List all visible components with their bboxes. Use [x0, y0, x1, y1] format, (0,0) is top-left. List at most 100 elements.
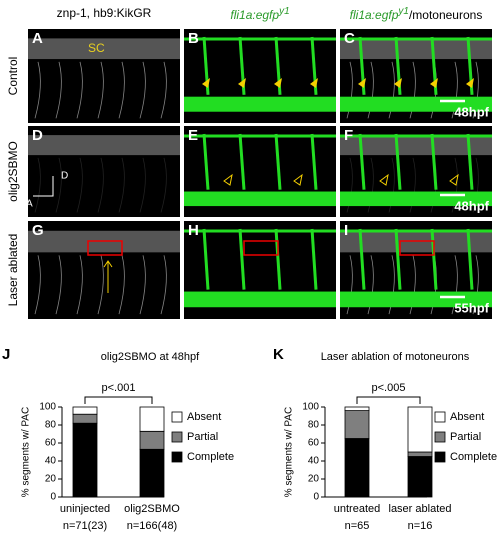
y-tick-label: 20	[308, 474, 320, 485]
vessel	[202, 228, 210, 290]
axon	[160, 157, 167, 213]
spinal-cord	[28, 135, 180, 156]
vessel	[430, 133, 438, 190]
x-tick-label: uninjected	[60, 503, 110, 515]
axial-vessel	[184, 191, 336, 207]
bar-segment	[72, 406, 98, 415]
column-header: fli1a:egfpy1	[184, 6, 336, 22]
row-label: Laser ablated	[6, 234, 20, 307]
panel-letter: C	[344, 30, 355, 47]
axon	[409, 61, 416, 119]
axon	[118, 61, 125, 119]
axis-arrow	[33, 176, 54, 197]
n-label: n=166(48)	[127, 520, 177, 532]
micrograph	[28, 126, 180, 217]
header-sup: y1	[279, 6, 290, 17]
y-tick-label: 80	[308, 420, 320, 431]
vessel	[238, 228, 246, 290]
legend-label: Absent	[450, 411, 484, 423]
y-axis-label: % segments w/ PAC	[284, 407, 295, 497]
axon	[34, 157, 41, 213]
x-tick-label: laser ablated	[389, 503, 452, 515]
time-stamp: 48hpf	[454, 198, 489, 213]
legend-label: Complete	[187, 451, 234, 463]
panel-letter: B	[188, 30, 199, 47]
axon	[388, 255, 395, 315]
y-tick-label: 80	[45, 420, 57, 431]
axon	[139, 157, 146, 213]
vessel	[238, 36, 246, 95]
axial-vessel	[184, 96, 336, 112]
panel-letter: K	[273, 346, 284, 363]
arrow	[103, 260, 113, 293]
n-label: n=65	[345, 520, 370, 532]
vessel	[274, 228, 282, 290]
axon	[76, 61, 83, 119]
axial-vessel	[340, 96, 492, 112]
legend-label: Complete	[450, 451, 497, 463]
arrowhead	[274, 78, 282, 88]
axon	[346, 157, 353, 213]
axon	[160, 61, 167, 119]
header-text: znp-1, hb9:KikGR	[56, 6, 152, 20]
micrograph	[184, 126, 336, 217]
y-tick-label: 40	[45, 456, 57, 467]
n-label: n=16	[408, 520, 433, 532]
significance-bracket	[84, 396, 153, 404]
axon	[367, 61, 374, 119]
axial-vessel	[184, 291, 336, 308]
y-tick-label: 40	[308, 456, 320, 467]
bar-segment	[72, 413, 98, 424]
vessel	[358, 133, 366, 190]
axon	[97, 157, 104, 213]
axon	[472, 157, 479, 213]
arrowhead	[310, 78, 318, 88]
spinal-cord	[340, 135, 492, 156]
axon	[367, 255, 374, 315]
bar-segment	[72, 422, 98, 498]
vessel	[310, 133, 318, 190]
spinal-cord	[28, 38, 180, 60]
axon	[409, 157, 416, 213]
axial-vessel	[340, 291, 492, 308]
arrowhead	[394, 78, 402, 88]
legend-label: Partial	[450, 431, 481, 443]
arrowhead	[202, 78, 210, 88]
panel-letter: G	[32, 222, 44, 239]
axon	[55, 157, 62, 213]
legend-swatch	[434, 451, 446, 463]
p-value: p<.001	[102, 382, 136, 394]
axon	[367, 157, 374, 213]
arrowhead	[293, 173, 303, 186]
axon	[97, 255, 104, 315]
axon	[160, 255, 167, 315]
axon	[409, 255, 416, 315]
micrograph	[340, 126, 492, 217]
axon	[430, 255, 437, 315]
chart-title: olig2SBMO at 48hpf	[101, 351, 200, 363]
y-tick-label: 0	[313, 492, 319, 503]
column-header: znp-1, hb9:KikGR	[28, 6, 180, 20]
axon	[55, 61, 62, 119]
vessel	[202, 133, 210, 190]
panel-letter: E	[188, 127, 198, 144]
panel-letter: F	[344, 127, 353, 144]
bar-segment	[407, 406, 433, 453]
micrograph	[28, 221, 180, 319]
vessel	[466, 36, 474, 95]
y-axis-label: % segments w/ PAC	[21, 407, 32, 497]
header-suffix: /motoneurons	[408, 8, 483, 22]
header-sup: y1	[398, 6, 409, 17]
legend-swatch	[434, 431, 446, 443]
y-tick-label: 100	[302, 402, 319, 413]
axon	[430, 157, 437, 213]
axon	[472, 61, 479, 119]
panel-letter: A	[32, 30, 43, 47]
axon	[346, 255, 353, 315]
arrowhead	[449, 173, 459, 186]
x-tick-label: olig2SBMO	[124, 503, 180, 515]
spinal-cord	[340, 38, 492, 60]
legend-swatch	[171, 431, 183, 443]
axon	[139, 255, 146, 315]
